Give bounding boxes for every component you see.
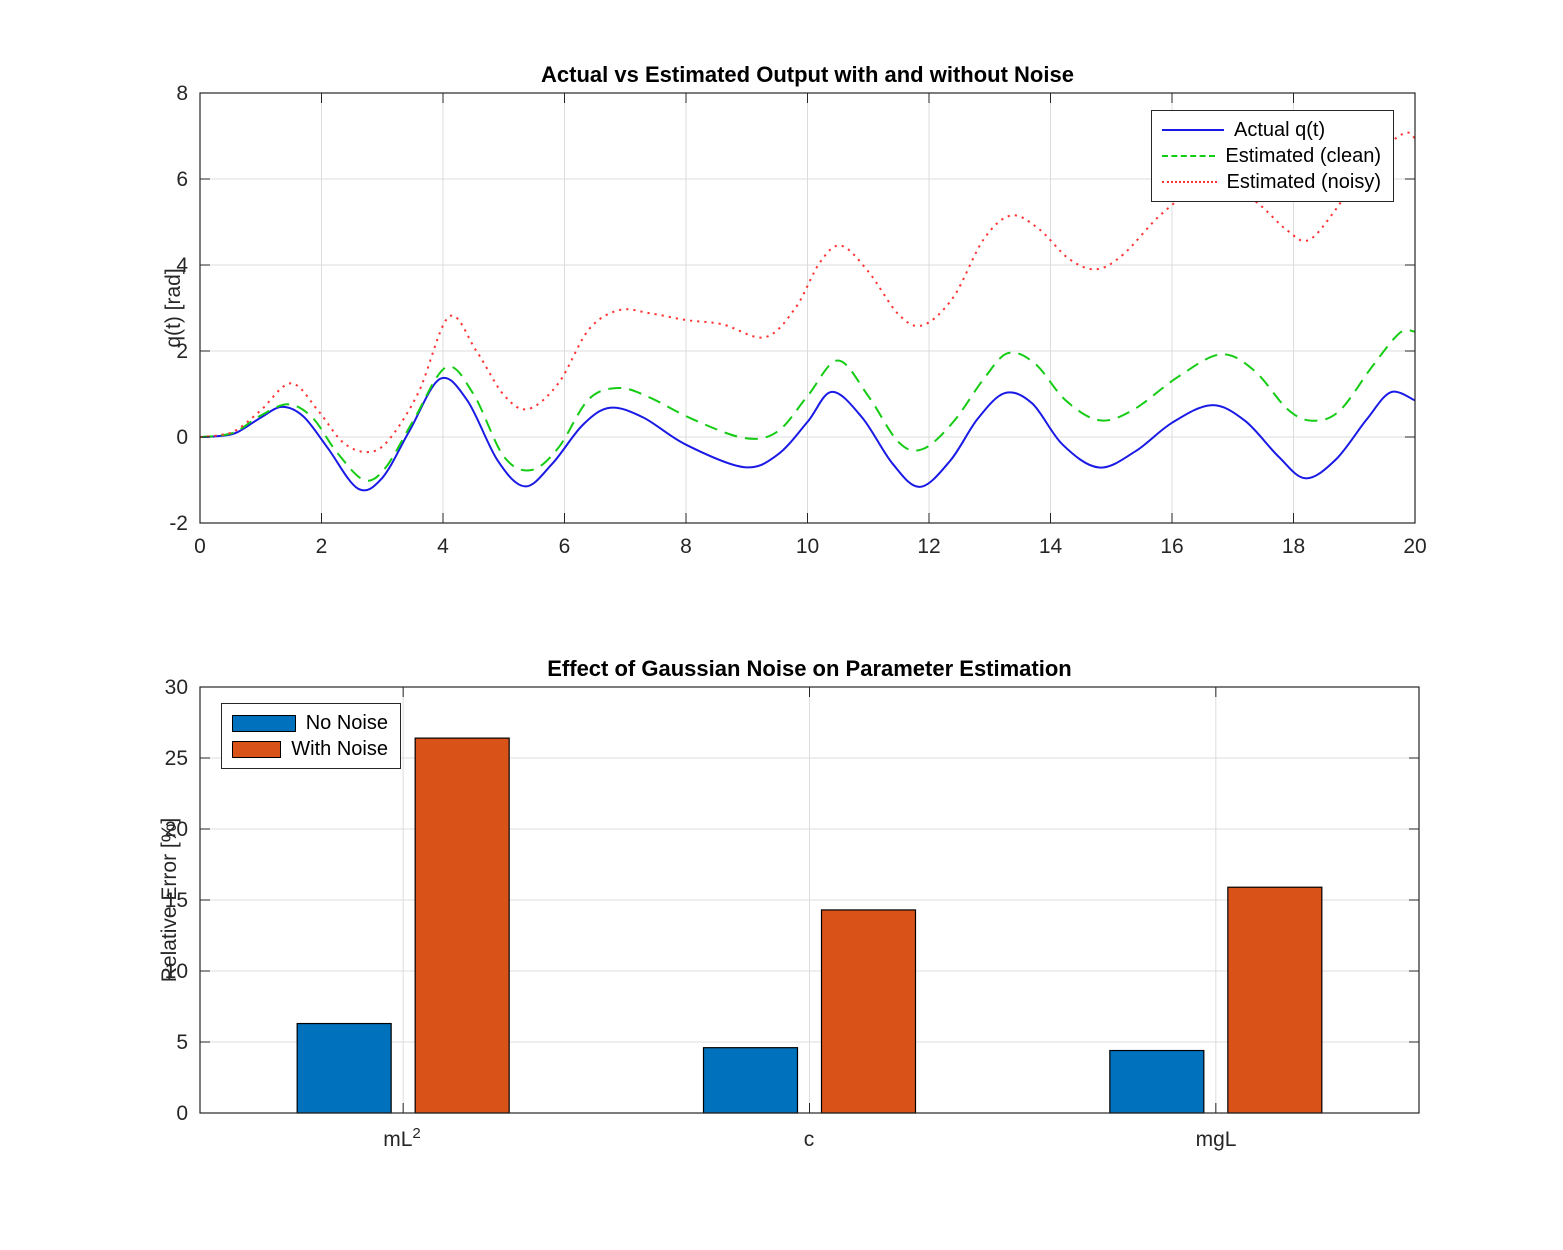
line-chart-legend: Actual q(t) Estimated (clean) Estimated … bbox=[1151, 110, 1394, 202]
x-tick-label: 20 bbox=[1403, 535, 1426, 558]
y-tick-label: 5 bbox=[176, 1031, 188, 1054]
bar-no-noise-1 bbox=[702, 1047, 799, 1114]
legend-entry-actual: Actual q(t) bbox=[1162, 117, 1381, 143]
y-tick-label: -2 bbox=[169, 512, 188, 535]
y-tick-label: 15 bbox=[165, 889, 188, 912]
line-chart-ylabel: q(t) [rad] bbox=[162, 268, 185, 348]
legend-entry-noisy: Estimated (noisy) bbox=[1162, 169, 1381, 195]
legend-label: Actual q(t) bbox=[1234, 118, 1326, 141]
category-label-c: c bbox=[803, 1128, 815, 1151]
legend-entry-clean: Estimated (clean) bbox=[1162, 143, 1381, 169]
legend-label: With Noise bbox=[291, 737, 388, 760]
bar-no-noise-0 bbox=[296, 1022, 392, 1114]
x-tick-label: 6 bbox=[559, 535, 571, 558]
y-tick-label: 30 bbox=[165, 676, 188, 699]
with-noise-swatch-icon bbox=[232, 740, 282, 758]
x-tick-label: 16 bbox=[1160, 535, 1183, 558]
bar-chart-legend: No Noise With Noise bbox=[221, 703, 401, 769]
bar-with-noise-1 bbox=[820, 909, 917, 1114]
x-tick-label: 10 bbox=[796, 535, 819, 558]
legend-entry-no-noise: No Noise bbox=[232, 710, 388, 736]
bar-with-noise-0 bbox=[414, 737, 510, 1114]
y-tick-label: 20 bbox=[165, 818, 188, 841]
bar-chart-title: Effect of Gaussian Noise on Parameter Es… bbox=[547, 656, 1072, 681]
legend-entry-with-noise: With Noise bbox=[232, 736, 388, 762]
x-tick-label: 0 bbox=[194, 535, 206, 558]
no-noise-swatch-icon bbox=[232, 714, 296, 732]
x-tick-label: 4 bbox=[437, 535, 449, 558]
x-tick-label: 18 bbox=[1282, 535, 1305, 558]
line-chart-title: Actual vs Estimated Output with and with… bbox=[541, 62, 1074, 87]
category-label-mgL: mgL bbox=[1195, 1128, 1237, 1151]
y-tick-label: 25 bbox=[165, 747, 188, 770]
y-tick-label: 8 bbox=[176, 82, 188, 105]
legend-label: No Noise bbox=[305, 711, 388, 734]
y-tick-label: 4 bbox=[176, 254, 188, 277]
estimated-noisy-line-sample-icon bbox=[1162, 181, 1217, 183]
x-tick-label: 14 bbox=[1039, 535, 1063, 558]
y-tick-label: 0 bbox=[176, 1102, 188, 1125]
estimated-clean-line-sample-icon bbox=[1162, 155, 1216, 157]
category-label-mL2: mL2 bbox=[383, 1125, 421, 1151]
legend-label: Estimated (clean) bbox=[1225, 144, 1381, 167]
axes-frame bbox=[199, 92, 1416, 524]
y-tick-label: 10 bbox=[165, 960, 188, 983]
legend-label: Estimated (noisy) bbox=[1226, 170, 1382, 193]
y-tick-label: 2 bbox=[176, 340, 188, 363]
x-tick-label: 2 bbox=[316, 535, 328, 558]
actual-line-sample-icon bbox=[1162, 129, 1224, 131]
series-line-1 bbox=[199, 329, 1416, 482]
series-line-0 bbox=[199, 376, 1416, 492]
y-tick-label: 0 bbox=[176, 426, 188, 449]
axes-frame bbox=[199, 686, 1420, 1114]
y-tick-label: 6 bbox=[176, 168, 188, 191]
bar-with-noise-2 bbox=[1227, 886, 1323, 1114]
bar-chart-ylabel: Relative Error [%] bbox=[158, 817, 181, 983]
x-tick-label: 8 bbox=[680, 535, 692, 558]
x-tick-label: 12 bbox=[917, 535, 940, 558]
bar-no-noise-2 bbox=[1109, 1049, 1205, 1114]
